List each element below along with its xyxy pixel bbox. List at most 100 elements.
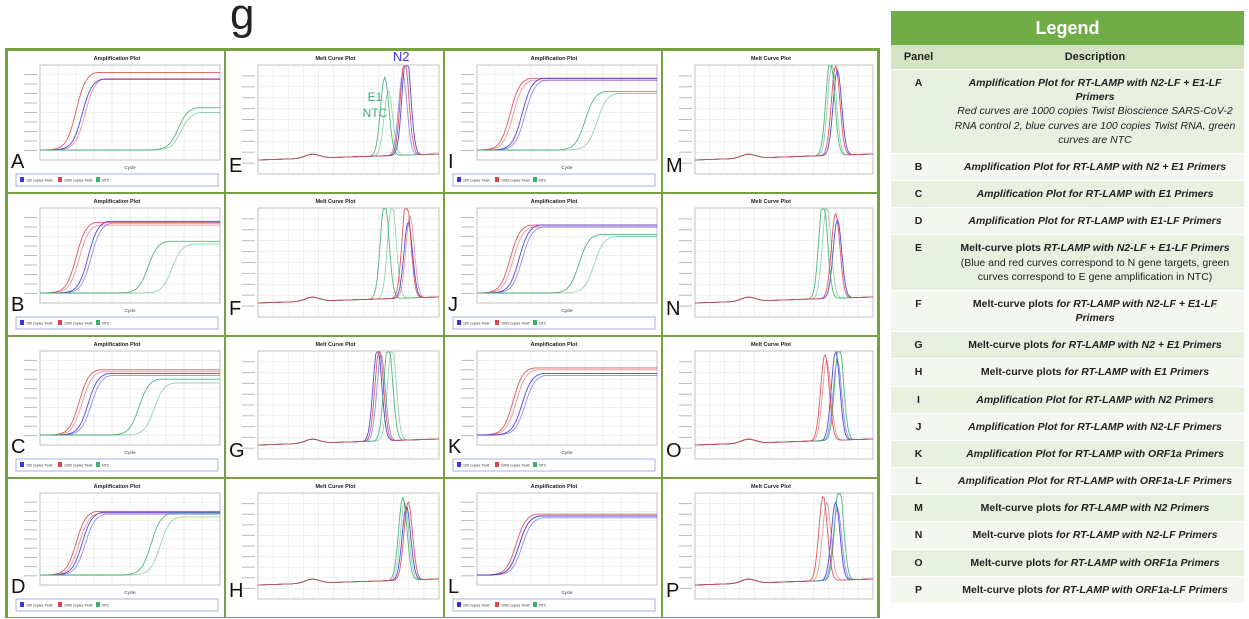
legend-entry: 100 copies Twist (26, 321, 53, 325)
legend-swatch (495, 602, 499, 607)
series-line (257, 65, 439, 161)
x-axis-label: Cycle (561, 590, 573, 595)
legend-swatch (457, 320, 461, 325)
series-line (477, 373, 657, 436)
panel-l: Amplification Plot Cycle 100 copies Twist 1… (444, 478, 662, 618)
legend-entry: 1000 copies Twist (501, 463, 530, 467)
legend-row-lead: Amplification Plot for RT-LAMP with N2-L… (968, 77, 1222, 104)
series-line (477, 236, 657, 294)
legend-swatch (58, 462, 62, 467)
legend-row: F Melt-curve plots for RT-LAMP with N2-LF… (891, 290, 1244, 333)
legend-swatch (96, 462, 100, 467)
panel-p: Melt Curve Plot P (662, 478, 878, 618)
legend-row-panel: H (914, 366, 923, 379)
legend-row-lead: Melt-curve plots (968, 339, 1052, 352)
panel-b: Amplification Plot Cycle 100 copies Twist 1… (7, 193, 225, 336)
legend-row-description: Amplification Plot for RT-LAMP with N2 +… (946, 154, 1244, 180)
legend-row-emphasis: for RT-LAMP with N2-LF + E1-LF Primers (1056, 297, 1218, 325)
series-line (40, 112, 220, 151)
curve-annotation: N2 (393, 51, 410, 64)
panel-letter: N (666, 298, 681, 320)
legend-row: A Amplification Plot for RT-LAMP with N2-… (891, 70, 1244, 154)
legend-row: E Melt-curve plots RT-LAMP with N2-LF + E… (891, 235, 1244, 291)
legend-swatch (58, 320, 62, 325)
series-line (40, 374, 220, 436)
panel-d: Amplification Plot Cycle 100 copies Twist 1… (7, 478, 225, 618)
chart-title: Melt Curve Plot (315, 342, 355, 348)
panel-letter: M (666, 155, 683, 177)
legend-row-panel: I (917, 393, 920, 406)
legend-row-emphasis: for RT-LAMP with N2-LF Primers (1055, 529, 1218, 542)
series-line (477, 517, 657, 576)
chart-j: Amplification Plot Cycle 100 copies Twist 1… (452, 199, 658, 330)
panel-o: Melt Curve Plot O (662, 336, 878, 478)
legend-entry: NTC (539, 603, 547, 607)
legend-swatch (457, 177, 461, 182)
series-line (476, 367, 657, 436)
legend-table: Legend Panel Description A Amplification … (891, 11, 1244, 619)
legend-row-lead: Amplification Plot for RT-LAMP with N2 P… (976, 393, 1214, 406)
legend-row-description: Melt-curve plots for RT-LAMP with E1 Pri… (946, 359, 1244, 385)
legend-row-description: Melt-curve plots for RT-LAMP with ORF1a … (946, 550, 1244, 576)
legend-row-lead: Melt-curve plots (970, 556, 1054, 569)
panel-c: Amplification Plot Cycle 100 copies Twist 1… (7, 336, 225, 478)
panel-m: Melt Curve Plot M (662, 50, 878, 193)
legend-row: N Melt-curve plots for RT-LAMP with N2-LF… (891, 522, 1244, 550)
chart-m: Melt Curve Plot (679, 56, 874, 175)
chart-k: Amplification Plot Cycle 100 copies Twist 1… (452, 342, 658, 472)
chart-legend-box (15, 173, 219, 187)
legend-entry: 100 copies Twist (26, 463, 53, 467)
series-line (477, 369, 657, 436)
legend-entry: 100 copies Twist (463, 603, 490, 607)
panel-letter: J (448, 294, 458, 316)
panel-j: Amplification Plot Cycle 100 copies Twist 1… (444, 193, 662, 336)
chart-title: Amplification Plot (94, 484, 141, 490)
chart-legend-box (452, 598, 656, 612)
legend-row-panel: F (915, 297, 922, 310)
chart-p: Melt Curve Plot (679, 484, 874, 600)
legend-row-panel: B (914, 160, 923, 173)
legend-row: C Amplification Plot for RT-LAMP with E1 … (891, 181, 1244, 209)
chart-o: Melt Curve Plot (679, 342, 874, 460)
legend-row-lead: Melt-curve plots (962, 583, 1046, 596)
chart-title: Amplification Plot (531, 56, 578, 62)
legend-entry: 1000 copies Twist (64, 463, 93, 467)
series-line (40, 371, 220, 436)
chart-title: Amplification Plot (94, 56, 141, 62)
legend-row-description: Amplification Plot for RT-LAMP with E1 P… (946, 181, 1244, 207)
chart-title: Melt Curve Plot (751, 199, 791, 205)
chart-title: Amplification Plot (531, 342, 578, 348)
chart-g: Melt Curve Plot (242, 342, 440, 460)
x-axis-label: Cycle (124, 308, 136, 313)
series-line (40, 243, 220, 294)
legend-swatch (495, 177, 499, 182)
panel-e: Melt Curve Plot N2 E1 NTC E (225, 50, 444, 193)
legend-swatch (96, 320, 100, 325)
series-line (694, 64, 873, 161)
legend-row: J Amplification Plot for RT-LAMP with N2-… (891, 413, 1244, 441)
chart-title: Amplification Plot (94, 199, 141, 205)
legend-row-lead: Amplification Plot for RT-LAMP with N2 +… (963, 160, 1227, 173)
panel-g: Melt Curve Plot G (225, 336, 444, 478)
legend-swatch (96, 602, 100, 607)
x-axis-label: Cycle (561, 165, 573, 170)
legend-row-lead: Melt-curve plots (960, 242, 1044, 255)
legend-entry: 1000 copies Twist (501, 321, 530, 325)
legend-entry: NTC (539, 178, 547, 182)
series-line (40, 222, 220, 294)
legend-row-panel: P (914, 583, 922, 596)
legend-col-panel: Panel (903, 51, 934, 63)
series-line (39, 510, 220, 576)
legend-entry: 1000 copies Twist (64, 178, 93, 182)
panel-letter: L (448, 576, 460, 598)
legend-header-row: Panel Description (891, 45, 1244, 70)
panel-i: Amplification Plot Cycle 100 copies Twist 1… (444, 50, 662, 193)
legend-row-panel: N (914, 529, 923, 542)
chart-title: Melt Curve Plot (751, 484, 791, 490)
legend-row: G Melt-curve plots for RT-LAMP with N2 + … (891, 332, 1244, 360)
legend-entry: 100 copies Twist (26, 178, 53, 182)
chart-legend-box (452, 458, 656, 472)
legend-row-description: Melt-curve plots for RT-LAMP with N2-LF … (946, 291, 1244, 331)
legend-row-panel: J (915, 420, 922, 433)
series-line (40, 382, 220, 436)
